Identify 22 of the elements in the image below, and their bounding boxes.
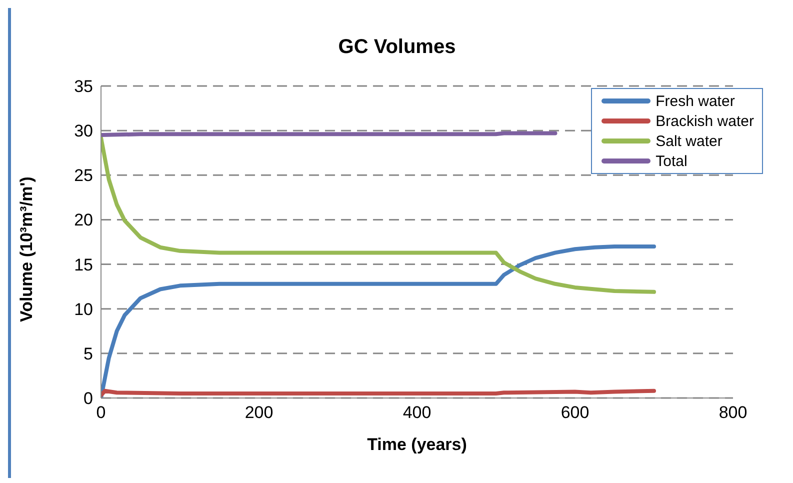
- line-series: [101, 136, 656, 294]
- x-tick-label: 200: [244, 403, 274, 422]
- legend-label: Brackish water: [656, 112, 754, 130]
- y-axis-title: Volume (10³m³/m'): [17, 176, 36, 322]
- chart-title: GC Volumes: [337, 36, 457, 59]
- line-series: [101, 244, 656, 398]
- x-tick-label: 600: [560, 403, 590, 422]
- y-tick-label: 5: [84, 344, 93, 364]
- legend-label: Total: [656, 152, 688, 170]
- y-tick-label: 20: [74, 210, 93, 230]
- x-tick-label: 800: [718, 403, 748, 422]
- y-tick-label: 10: [74, 300, 93, 319]
- x-axis-title: Time (years): [367, 435, 467, 454]
- x-tick-label: 0: [96, 403, 106, 422]
- y-tick-label: 25: [74, 166, 93, 186]
- legend-label: Fresh water: [656, 92, 735, 110]
- y-tick-label: 30: [74, 122, 93, 141]
- y-tick-label: 15: [74, 255, 93, 274]
- legend-label: Salt water: [656, 132, 722, 150]
- y-tick-label: 0: [84, 389, 93, 408]
- x-tick-label: 400: [402, 403, 432, 422]
- y-tick-label: 35: [74, 77, 93, 96]
